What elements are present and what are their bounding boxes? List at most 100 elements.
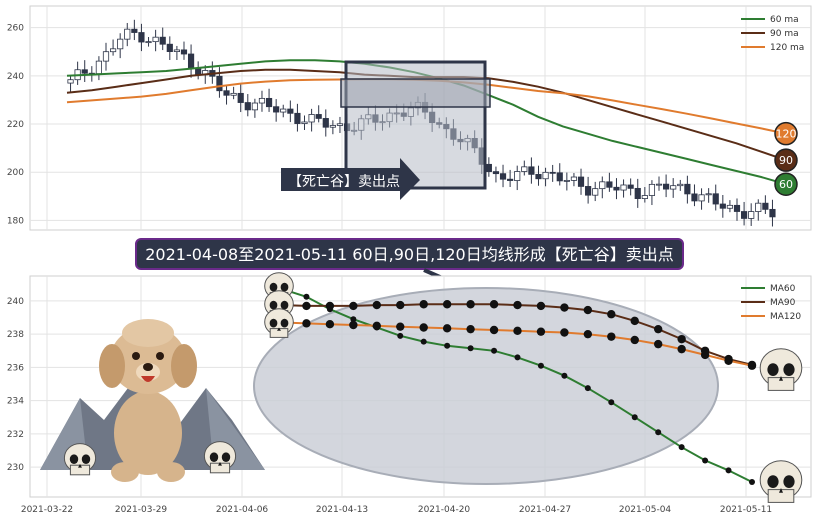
dog-body bbox=[114, 391, 182, 475]
candle-body bbox=[159, 36, 166, 45]
skull-eye bbox=[767, 475, 779, 488]
legend-label-60ma: 60 ma bbox=[770, 15, 799, 25]
ma-zoom-MA60-point bbox=[491, 347, 498, 354]
ma-zoom-MA120-point bbox=[677, 344, 686, 354]
death-valley-crossing-box bbox=[340, 78, 491, 108]
candle-body bbox=[301, 121, 308, 124]
ma-zoom-MA120-point bbox=[536, 327, 546, 336]
ma-zoom-MA60-point bbox=[749, 479, 755, 486]
candle-body bbox=[592, 188, 599, 196]
candle-body bbox=[294, 112, 301, 124]
ma-end-marker-label: 90 bbox=[779, 154, 793, 167]
title-banner-text: 2021-04-08至2021-05-11 60日,90日,120日均线形成【死… bbox=[145, 245, 674, 264]
ma-zoom-MA120-point bbox=[700, 350, 710, 360]
ma-zoom-y-tick-label: 230 bbox=[7, 463, 24, 473]
ma-zoom-MA90-point bbox=[442, 300, 452, 309]
candle-body bbox=[535, 173, 542, 180]
candle-body bbox=[620, 184, 627, 191]
legend-label-MA90: MA90 bbox=[770, 298, 796, 308]
ma-zoom-y-tick-label: 238 bbox=[7, 330, 24, 340]
date-axis-ticks: 2021-03-22 2021-03-29 2021-04-06 2021-04-13… bbox=[21, 505, 772, 515]
skull-eye bbox=[209, 452, 219, 463]
skull-eye bbox=[269, 282, 278, 292]
candle-body bbox=[230, 92, 237, 96]
ma-zoom-MA120-point bbox=[513, 326, 522, 336]
ma-zoom-MA60-point bbox=[303, 293, 310, 300]
candle-body bbox=[485, 163, 492, 172]
ma-zoom-MA60-point bbox=[561, 372, 568, 379]
candle-body bbox=[507, 178, 514, 181]
ma-end-marker-90 bbox=[774, 148, 798, 172]
ma-end-marker-120 bbox=[774, 121, 798, 146]
skull-eye bbox=[280, 318, 289, 328]
ma-zoom-MA120-point bbox=[419, 323, 428, 332]
ma-zoom-MA90-point bbox=[372, 300, 381, 310]
ma-zoom-MA90-point bbox=[536, 301, 546, 311]
candle-body bbox=[755, 202, 762, 212]
candle-body bbox=[528, 166, 535, 175]
candle-body bbox=[329, 125, 336, 128]
ma-zoom-y-tick-label: 240 bbox=[7, 297, 24, 307]
sell-point-arrow: 【死亡谷】卖出点 bbox=[281, 158, 420, 200]
price-y-tick-label: 220 bbox=[7, 120, 24, 130]
ma-zoom-MA120-point bbox=[607, 332, 616, 341]
ma-zoom-panel: 230 232 234 236 238 240 2021-03-22 2021-03-29 2… bbox=[7, 272, 812, 515]
skull-eye bbox=[81, 454, 91, 465]
candle-body bbox=[634, 187, 641, 199]
price-y-tick-label: 240 bbox=[7, 72, 24, 82]
candle-body bbox=[712, 193, 719, 205]
candle-body bbox=[145, 41, 152, 44]
ma-end-marker-60 bbox=[774, 172, 798, 196]
ma-zoom-MA90-point bbox=[560, 303, 569, 312]
dog-right-ear bbox=[171, 344, 197, 388]
legend-label-MA60: MA60 bbox=[770, 284, 796, 294]
ma-zoom-MA120-point bbox=[583, 329, 593, 339]
dog-topknot bbox=[122, 319, 174, 347]
ma-end-marker-label: 60 bbox=[779, 178, 793, 191]
date-axis-tick-label: 2021-04-20 bbox=[418, 505, 471, 515]
candle-body bbox=[698, 194, 705, 202]
ma-zoom-MA90-point bbox=[419, 300, 428, 309]
candle-body bbox=[166, 43, 173, 52]
legend-label-120ma: 120 ma bbox=[770, 43, 804, 53]
candle-body bbox=[237, 92, 244, 103]
candle-body bbox=[648, 183, 656, 196]
skull-icons bbox=[63, 272, 803, 503]
candle-body bbox=[691, 193, 698, 202]
candle-body bbox=[81, 69, 88, 74]
ma-zoom-MA120-point bbox=[724, 356, 733, 365]
candle-body bbox=[131, 28, 138, 33]
candle-body bbox=[315, 114, 322, 119]
ma-zoom-MA60-point bbox=[725, 467, 732, 474]
ma-zoom-MA60-point bbox=[584, 385, 591, 392]
candle-body bbox=[280, 108, 287, 113]
death-valley-ellipse bbox=[253, 287, 719, 485]
candle-body bbox=[769, 208, 776, 218]
dog-right-eye bbox=[156, 352, 164, 360]
ma-zoom-MA120-point bbox=[466, 324, 475, 334]
skull-nose bbox=[218, 462, 222, 466]
skull-icon bbox=[63, 443, 97, 476]
skull-icon bbox=[203, 441, 237, 474]
candle-body bbox=[223, 90, 230, 96]
skull-icon bbox=[759, 348, 803, 391]
candle-body bbox=[627, 184, 634, 189]
candle-body bbox=[152, 36, 159, 43]
ma-zoom-MA60-point bbox=[514, 354, 521, 361]
candle-body bbox=[251, 102, 258, 111]
ma-zoom-y-tick-label: 232 bbox=[7, 430, 24, 440]
candle-body bbox=[606, 181, 613, 188]
candle-body bbox=[287, 108, 294, 114]
dog-tongue bbox=[141, 376, 155, 382]
ma-zoom-y-tick-label: 234 bbox=[7, 397, 24, 407]
ma-zoom-MA120-point bbox=[630, 335, 639, 345]
candle-body bbox=[514, 171, 521, 181]
candle-body bbox=[719, 203, 726, 209]
ma-zoom-MA90-point bbox=[466, 300, 475, 309]
ma-end-marker-label: 120 bbox=[776, 128, 797, 141]
skull-eye bbox=[783, 363, 795, 376]
ma-zoom-lines bbox=[278, 286, 757, 486]
ma-zoom-y-tick-label: 236 bbox=[7, 363, 24, 373]
candle-body bbox=[726, 204, 734, 209]
ma-zoom-MA90-point bbox=[325, 301, 335, 311]
